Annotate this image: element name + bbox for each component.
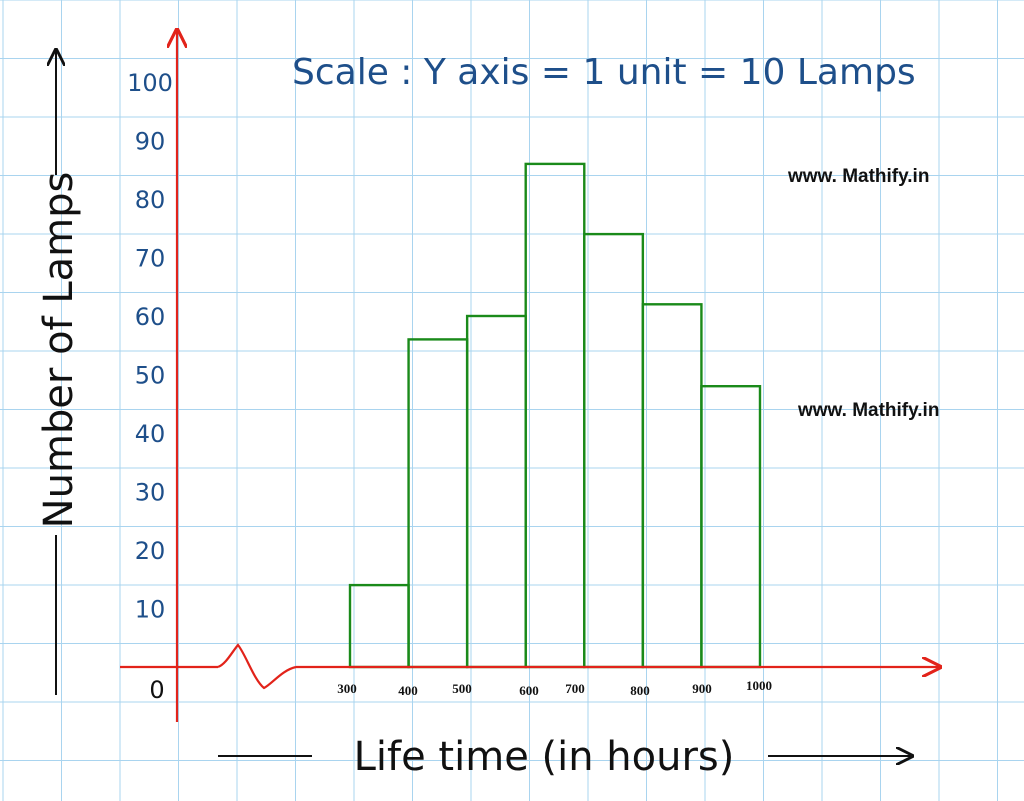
y-tick-label: 10 (135, 596, 166, 624)
scale-note: Scale : Y axis = 1 unit = 10 Lamps (292, 52, 916, 93)
watermark-middle: www. Mathify.in (797, 400, 939, 421)
histogram-bar-700-800 (583, 232, 645, 669)
y-tick-label: 0 (149, 676, 164, 704)
histogram-bar-400-500 (407, 338, 469, 669)
x-tick-label: 500 (452, 681, 472, 696)
watermark-top: www. Mathify.in (787, 166, 929, 187)
x-tick-label: 1000 (746, 678, 772, 693)
x-tick-label: 400 (398, 683, 418, 698)
x-tick-labels: 300 400 500 600 700 800 900 1000 (337, 678, 772, 698)
y-tick-label: 70 (135, 245, 166, 273)
y-tick-label: 30 (135, 479, 166, 507)
y-tick-label: 60 (135, 303, 166, 331)
x-tick-label: 800 (630, 683, 650, 698)
y-tick-label: 20 (135, 537, 166, 565)
histogram-bar-300-400 (348, 583, 410, 669)
y-tick-label: 50 (135, 362, 166, 390)
x-axis-title: Life time (in hours) (354, 734, 735, 780)
x-axis-title-group: Life time (in hours) (218, 734, 912, 780)
x-tick-label: 600 (519, 683, 539, 698)
y-tick-label: 40 (135, 420, 166, 448)
y-axis-title-group: Number of Lamps (36, 50, 82, 695)
y-tick-label: 90 (135, 128, 166, 156)
y-axis-title: Number of Lamps (36, 172, 82, 529)
histogram-bar-600-700 (524, 162, 586, 669)
x-tick-label: 300 (337, 681, 357, 696)
histogram-bar-800-900 (641, 303, 703, 669)
x-axis-break-kink (217, 643, 297, 690)
x-tick-label: 700 (565, 681, 585, 696)
y-tick-labels: 0 10 20 30 40 50 60 70 80 90 100 (127, 69, 173, 704)
x-tick-label: 900 (692, 681, 712, 696)
y-tick-label: 80 (135, 186, 166, 214)
histogram-bar-500-600 (465, 314, 527, 669)
histogram-bars (348, 162, 762, 669)
y-tick-label: 100 (127, 69, 173, 97)
